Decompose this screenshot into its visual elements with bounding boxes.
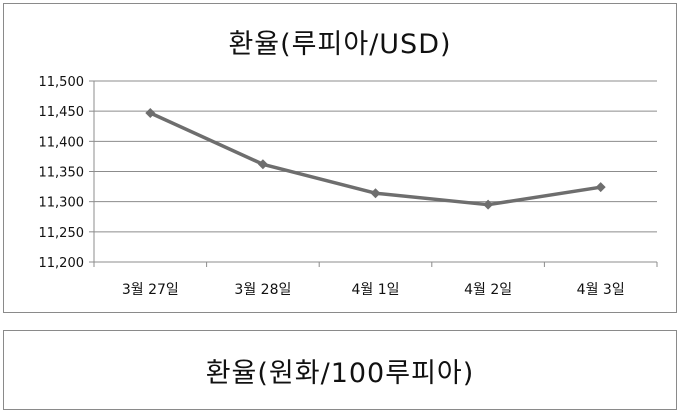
y-tick-labels: 11,200 11,250 11,300 11,350 11,400 11,450 11,5… bbox=[39, 75, 85, 271]
series-line-group bbox=[145, 107, 606, 210]
x-tick-labels: 3월 27일 3월 28일 4월 1일 4월 2일 4월 3일 bbox=[122, 282, 625, 298]
exchange-rate-usd-chart: 11,200 11,250 11,300 11,350 11,400 11,450 11,5… bbox=[39, 75, 658, 298]
y-tick-label: 11,300 bbox=[39, 196, 85, 211]
exchange-rate-krw-chart-panel: 환율(원화/100루피아) bbox=[3, 330, 677, 410]
y-tick-label: 11,400 bbox=[39, 135, 85, 150]
chart-title: 환율(루피아/USD) bbox=[228, 29, 452, 60]
x-tick-label: 4월 2일 bbox=[464, 282, 512, 298]
data-point bbox=[257, 159, 268, 170]
x-tick-label: 3월 28일 bbox=[234, 282, 291, 298]
x-tick-label: 3월 27일 bbox=[122, 282, 179, 298]
chart-title-2: 환율(원화/100루피아) bbox=[205, 358, 475, 389]
gridlines bbox=[94, 80, 657, 233]
y-tick-label: 11,250 bbox=[39, 226, 85, 241]
y-tick-label: 11,350 bbox=[39, 166, 85, 181]
data-point bbox=[595, 182, 606, 193]
exchange-rate-usd-chart-panel: 환율(루피아/USD) 11,200 11,250 11,300 11,350 11,4… bbox=[3, 3, 677, 313]
x-tick-label: 4월 3일 bbox=[577, 282, 625, 298]
y-tick-label: 11,200 bbox=[39, 256, 85, 271]
data-point bbox=[145, 107, 156, 118]
x-tick-label: 4월 1일 bbox=[351, 282, 399, 298]
data-point bbox=[483, 199, 494, 210]
y-tick-label: 11,450 bbox=[39, 105, 85, 120]
data-point bbox=[370, 188, 381, 199]
y-tick-label: 11,500 bbox=[39, 75, 85, 90]
axes bbox=[89, 80, 658, 267]
